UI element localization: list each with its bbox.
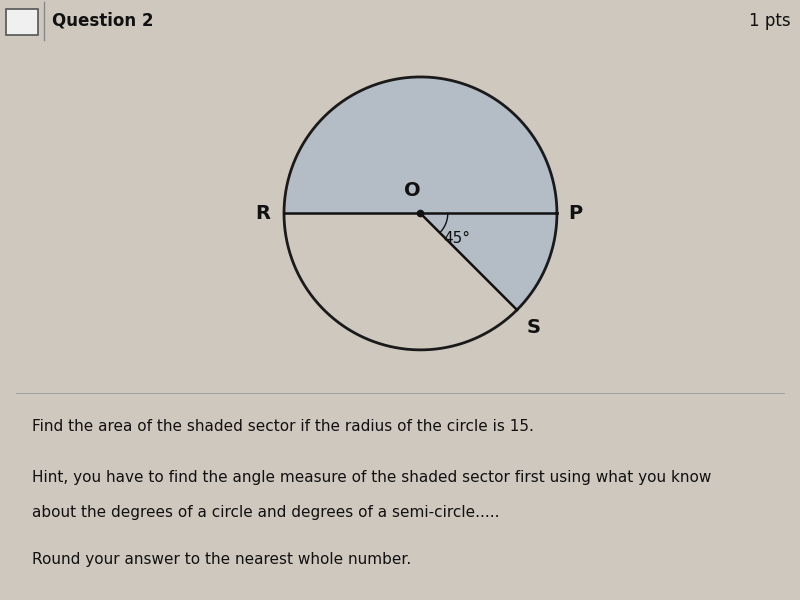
- Text: O: O: [404, 181, 421, 200]
- Text: Round your answer to the nearest whole number.: Round your answer to the nearest whole n…: [32, 553, 411, 568]
- Text: Question 2: Question 2: [52, 12, 154, 30]
- Text: P: P: [568, 204, 582, 223]
- Text: 1 pts: 1 pts: [749, 12, 790, 30]
- Wedge shape: [284, 77, 557, 310]
- Text: S: S: [526, 318, 541, 337]
- Text: about the degrees of a circle and degrees of a semi-circle.....: about the degrees of a circle and degree…: [32, 505, 499, 520]
- Text: Hint, you have to find the angle measure of the shaded sector first using what y: Hint, you have to find the angle measure…: [32, 470, 711, 485]
- FancyBboxPatch shape: [6, 9, 38, 35]
- Text: 45°: 45°: [444, 231, 470, 246]
- Text: Find the area of the shaded sector if the radius of the circle is 15.: Find the area of the shaded sector if th…: [32, 419, 534, 434]
- Text: R: R: [255, 204, 270, 223]
